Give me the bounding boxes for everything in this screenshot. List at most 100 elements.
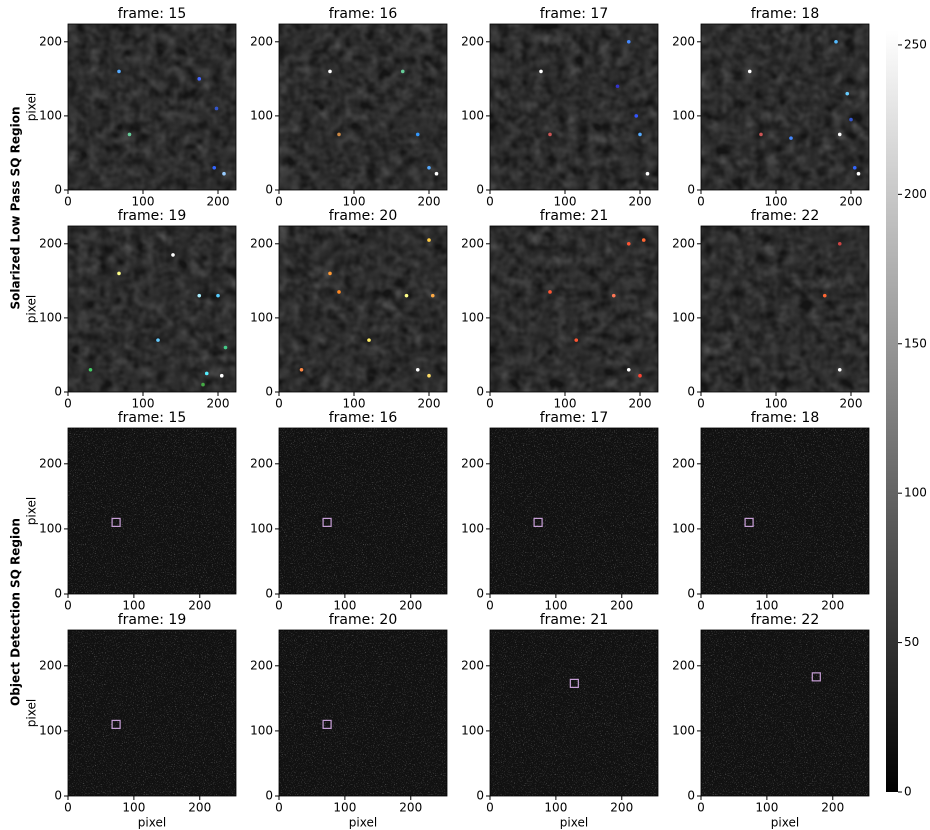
y-tick-label: 200	[250, 34, 273, 48]
image-texture	[701, 24, 869, 190]
panel-title: frame: 19	[118, 208, 187, 224]
y-tick-label: 200	[461, 658, 484, 672]
x-tick-label: 0	[64, 801, 72, 815]
x-tick-label: 100	[343, 397, 366, 411]
spot	[627, 40, 631, 44]
spot	[574, 338, 578, 342]
y-tick-label: 0	[54, 183, 62, 197]
y-tick-label: 100	[672, 723, 695, 737]
image-texture	[279, 428, 447, 594]
y-tick-label: 100	[39, 723, 62, 737]
y-tick-label: 0	[54, 587, 62, 601]
x-tick-label: 0	[697, 599, 705, 613]
x-tick-label: 200	[840, 195, 863, 209]
y-tick-label: 0	[54, 385, 62, 399]
y-tick-label: 100	[250, 521, 273, 535]
x-tick-label: 200	[188, 599, 211, 613]
y-tick-label: 100	[672, 521, 695, 535]
spot	[759, 133, 763, 137]
y-tick-label: 0	[687, 183, 695, 197]
spot	[612, 294, 616, 298]
image-texture	[68, 630, 236, 796]
x-tick-label: 200	[399, 801, 422, 815]
spot	[337, 290, 341, 294]
row-label: Object Detection SQ Region	[9, 518, 23, 706]
x-tick-label: 200	[399, 599, 422, 613]
image-texture	[68, 428, 236, 594]
y-tick-label: 100	[461, 108, 484, 122]
x-tick-label: 200	[821, 801, 844, 815]
spot	[627, 242, 631, 246]
panel-title: frame: 18	[751, 410, 820, 426]
y-tick-label: 0	[265, 587, 273, 601]
spot	[548, 133, 552, 137]
spot	[849, 118, 853, 122]
panel-title: frame: 20	[329, 208, 398, 224]
x-tick-label: 0	[697, 195, 705, 209]
y-tick-label: 200	[39, 236, 62, 250]
x-tick-label: 100	[755, 801, 778, 815]
y-tick-label: 0	[476, 789, 484, 803]
y-axis-label: pixel	[25, 699, 39, 727]
image-texture	[68, 226, 236, 392]
x-tick-label: 200	[821, 599, 844, 613]
y-tick-label: 0	[476, 587, 484, 601]
x-tick-label: 0	[486, 801, 494, 815]
y-tick-label: 100	[250, 723, 273, 737]
spot	[427, 238, 431, 242]
x-tick-label: 100	[132, 397, 155, 411]
y-tick-label: 200	[461, 456, 484, 470]
y-tick-label: 100	[461, 723, 484, 737]
y-axis-label: pixel	[25, 295, 39, 323]
spot	[539, 70, 543, 74]
spot	[427, 374, 431, 378]
spot	[416, 133, 420, 137]
spot	[89, 368, 93, 372]
x-tick-label: 100	[132, 195, 155, 209]
row-label: Solarized Low Pass SQ Region	[9, 106, 23, 309]
x-tick-label: 100	[554, 397, 577, 411]
x-tick-label: 100	[333, 599, 356, 613]
x-tick-label: 0	[486, 195, 494, 209]
y-tick-label: 100	[250, 108, 273, 122]
spot	[197, 294, 201, 298]
panel-title: frame: 15	[118, 410, 187, 426]
image-texture	[701, 630, 869, 796]
x-tick-label: 200	[207, 195, 230, 209]
panel-title: frame: 19	[118, 612, 187, 628]
spot	[156, 338, 160, 342]
panel-title: frame: 17	[540, 410, 609, 426]
spot	[197, 77, 201, 81]
x-tick-label: 100	[765, 397, 788, 411]
x-tick-label: 100	[333, 801, 356, 815]
y-axis-label: pixel	[25, 497, 39, 525]
panel-title: frame: 22	[751, 208, 820, 224]
y-tick-label: 100	[39, 521, 62, 535]
page: Solarized Low Pass SQ Region Object Dete…	[0, 0, 930, 830]
y-tick-label: 200	[672, 34, 695, 48]
figure: Solarized Low Pass SQ Region Object Dete…	[0, 0, 930, 830]
x-tick-label: 0	[64, 397, 72, 411]
panel-title: frame: 22	[751, 612, 820, 628]
spot	[646, 172, 650, 176]
image-texture	[279, 226, 447, 392]
spot	[627, 368, 631, 372]
spot	[823, 294, 827, 298]
spot	[838, 133, 842, 137]
colorbar	[886, 30, 898, 792]
y-tick-label: 100	[672, 108, 695, 122]
x-tick-label: 200	[629, 195, 652, 209]
x-tick-label: 200	[610, 801, 633, 815]
spot	[220, 374, 224, 378]
spot	[427, 166, 431, 170]
y-tick-label: 200	[250, 658, 273, 672]
y-tick-label: 0	[265, 385, 273, 399]
x-tick-label: 100	[765, 195, 788, 209]
spot	[215, 107, 219, 111]
y-tick-label: 200	[39, 456, 62, 470]
spot	[205, 372, 209, 376]
x-tick-label: 100	[755, 599, 778, 613]
spot	[117, 70, 121, 74]
y-tick-label: 200	[250, 236, 273, 250]
colorbar-tick-label: 200	[904, 187, 927, 201]
